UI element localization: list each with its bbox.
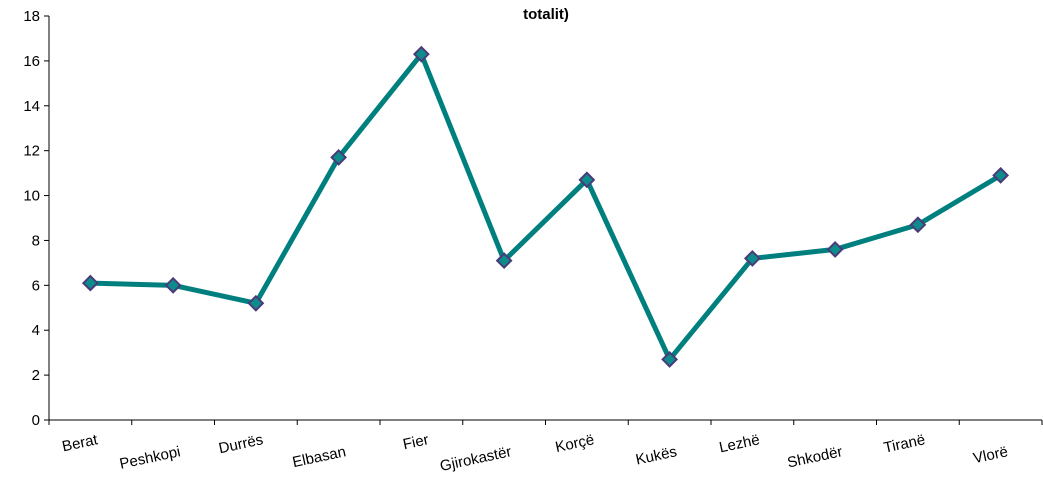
x-tick-label: Gjirokastër <box>438 443 512 475</box>
data-point-marker <box>909 216 927 234</box>
data-point-marker <box>826 241 844 258</box>
y-tick-label: 4 <box>32 322 40 339</box>
y-tick-label: 8 <box>32 232 40 249</box>
data-point-marker <box>661 350 679 368</box>
y-tick-label: 2 <box>32 367 40 384</box>
x-tick-label: Fier <box>401 431 430 453</box>
data-point-marker <box>164 276 182 294</box>
x-tick-label: Korçë <box>554 431 596 456</box>
data-point-marker <box>992 166 1010 184</box>
y-tick-label: 14 <box>23 98 40 115</box>
x-tick-label: Tiranë <box>882 431 927 456</box>
x-tick-label: Lezhë <box>718 431 762 456</box>
y-tick-label: 6 <box>32 277 40 294</box>
y-tick-label: 18 <box>23 8 40 25</box>
y-axis-ticks: 0 2 4 6 8 10 12 14 16 18 <box>23 8 49 429</box>
chart-title: totalit) <box>523 6 569 23</box>
x-tick-label: Berat <box>61 431 100 455</box>
y-tick-label: 12 <box>23 143 40 160</box>
y-tick-label: 10 <box>23 188 40 205</box>
data-point-marker <box>247 294 265 312</box>
data-point-marker <box>578 171 596 189</box>
series-layer <box>81 45 1010 368</box>
x-tick-label: Peshkopi <box>118 443 182 472</box>
x-tick-label: Vlorë <box>972 443 1010 467</box>
y-tick-label: 16 <box>23 53 40 70</box>
data-point-marker <box>743 249 761 267</box>
data-point-marker <box>412 45 430 63</box>
series-line <box>87 51 1004 362</box>
x-tick-label: Kukës <box>634 443 678 468</box>
x-tick-label: Durrës <box>217 431 265 457</box>
data-point-marker <box>81 274 99 292</box>
x-tick-label: Elbasan <box>291 443 348 471</box>
x-axis-ticks: Berat Peshkopi Durrës Elbasan Fier Gjirokastë… <box>48 420 1043 475</box>
data-point-marker <box>495 252 513 270</box>
data-point-marker <box>330 148 348 166</box>
x-tick-label: Shkodër <box>786 443 844 471</box>
y-tick-label: 0 <box>32 412 40 429</box>
